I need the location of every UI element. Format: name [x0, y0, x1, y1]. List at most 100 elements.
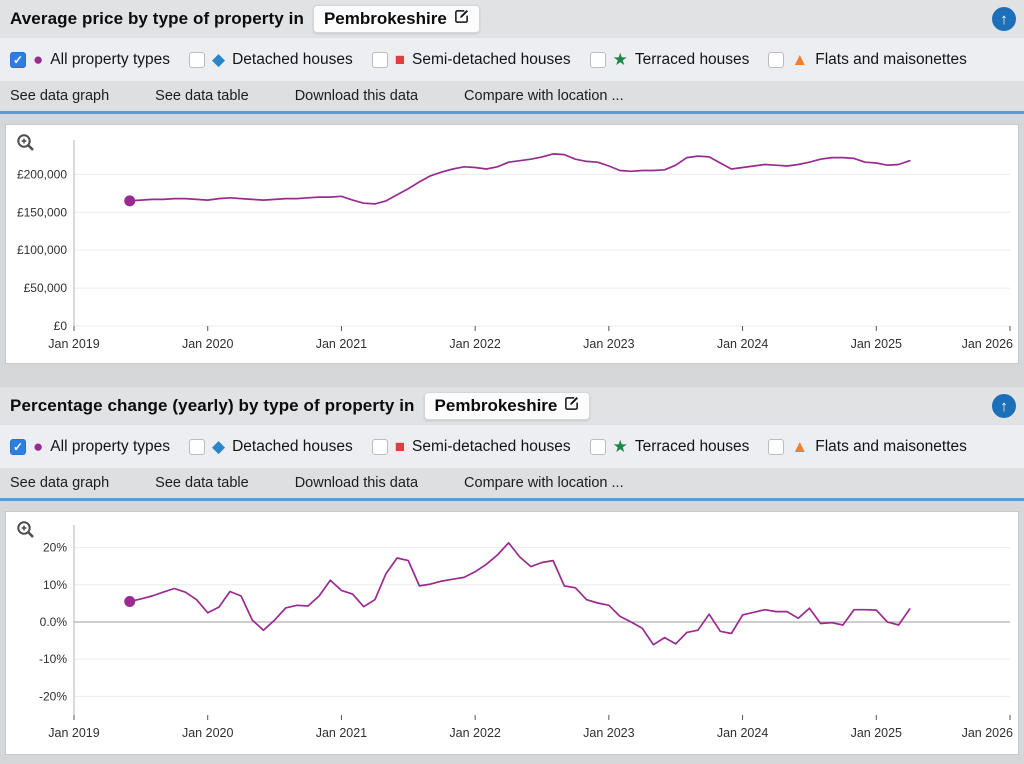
svg-text:Jan 2025: Jan 2025	[851, 337, 902, 351]
legend-label: Flats and maisonettes	[815, 50, 967, 68]
circle-marker-icon: ●	[33, 437, 44, 456]
svg-text:Jan 2024: Jan 2024	[717, 337, 768, 351]
svg-text:£150,000: £150,000	[17, 205, 67, 219]
svg-text:£200,000: £200,000	[17, 167, 67, 181]
tab-see-data-graph[interactable]: See data graph	[10, 88, 110, 104]
location-label: Pembrokeshire	[323, 9, 447, 28]
legend-label: Detached houses	[232, 437, 353, 455]
tab-see-data-table[interactable]: See data table	[155, 88, 249, 104]
tab-download-this-data[interactable]: Download this data	[294, 88, 419, 104]
checkbox-semi-detached[interactable]	[371, 438, 388, 455]
tab-see-data-graph[interactable]: See data graph	[10, 475, 110, 491]
legend-item-terraced: ★ Terraced houses	[589, 50, 750, 69]
location-label: Pembrokeshire	[434, 396, 558, 415]
up-arrow-icon: ↑	[1000, 397, 1008, 415]
svg-text:Jan 2021: Jan 2021	[316, 726, 367, 740]
legend-label: Terraced houses	[634, 50, 750, 68]
legend-label: All property types	[50, 50, 171, 68]
svg-text:Jan 2026: Jan 2026	[962, 337, 1013, 351]
svg-text:Jan 2024: Jan 2024	[717, 726, 768, 740]
star-marker-icon: ★	[612, 437, 628, 456]
tab-download-this-data[interactable]: Download this data	[294, 475, 419, 491]
legend-item-detached: ◆ Detached houses	[189, 438, 353, 456]
checkbox-detached[interactable]	[189, 51, 206, 68]
legend-item-semi-detached: ■ Semi-detached houses	[371, 50, 571, 69]
checkbox-flats[interactable]	[768, 51, 785, 68]
checkbox-detached[interactable]	[189, 438, 206, 455]
legend-item-terraced: ★ Terraced houses	[589, 437, 750, 456]
zoom-in-icon[interactable]	[16, 520, 36, 545]
panel-header: Percentage change (yearly) by type of pr…	[0, 387, 1024, 425]
average-price-chart-card: £200,000 £150,000 £100,000 £50,000 £0 Jan 201…	[5, 124, 1019, 364]
legend-label: Detached houses	[232, 50, 353, 68]
legend-item-flats: ▲ Flats and maisonettes	[768, 437, 967, 456]
svg-text:Jan 2023: Jan 2023	[583, 726, 634, 740]
svg-text:Jan 2020: Jan 2020	[182, 337, 233, 351]
legend-label: Semi-detached houses	[412, 50, 571, 68]
legend-item-flats: ▲ Flats and maisonettes	[768, 50, 967, 69]
legend-item-all-property-types: ✓ ● All property types	[10, 51, 170, 69]
circle-marker-icon: ●	[33, 50, 44, 69]
diamond-marker-icon: ◆	[212, 437, 226, 456]
location-button[interactable]: Pembrokeshire	[423, 392, 591, 420]
tab-compare-with-location[interactable]: Compare with location ...	[464, 88, 624, 104]
scroll-to-top-button[interactable]: ↑	[992, 394, 1016, 418]
square-marker-icon: ■	[394, 437, 406, 456]
legend-label: Flats and maisonettes	[815, 437, 967, 455]
tab-see-data-table[interactable]: See data table	[155, 475, 249, 491]
percentage-change-chart-card: 20% 10% 0.0% -10% -20% Jan 2019 Jan 2020 Jan 20…	[5, 511, 1019, 755]
checkbox-all-property-types[interactable]: ✓	[10, 51, 26, 68]
legend-label: Semi-detached houses	[412, 437, 571, 455]
tab-compare-with-location[interactable]: Compare with location ...	[464, 475, 624, 491]
percentage-change-panel: Percentage change (yearly) by type of pr…	[0, 387, 1024, 755]
checkbox-all-property-types[interactable]: ✓	[10, 438, 26, 455]
legend: ✓ ● All property types ◆ Detached houses…	[0, 38, 1024, 81]
legend-label: All property types	[50, 437, 171, 455]
star-marker-icon: ★	[612, 50, 628, 69]
page-title: Percentage change (yearly) by type of pr…	[10, 396, 415, 415]
panel-header: Average price by type of property in Pem…	[0, 0, 1024, 38]
legend: ✓ ● All property types ◆ Detached houses…	[0, 425, 1024, 468]
svg-text:10%: 10%	[43, 578, 67, 592]
scroll-to-top-button[interactable]: ↑	[992, 7, 1016, 31]
svg-text:Jan 2023: Jan 2023	[583, 337, 634, 351]
svg-text:-20%: -20%	[39, 689, 67, 703]
svg-text:Jan 2022: Jan 2022	[449, 337, 500, 351]
zoom-in-icon[interactable]	[16, 133, 36, 158]
up-arrow-icon: ↑	[1000, 10, 1008, 28]
triangle-marker-icon: ▲	[791, 437, 809, 456]
checkbox-flats[interactable]	[768, 438, 785, 455]
legend-label: Terraced houses	[634, 437, 750, 455]
edit-icon	[454, 9, 469, 29]
svg-text:£0: £0	[54, 319, 68, 333]
diamond-marker-icon: ◆	[212, 50, 226, 69]
legend-item-detached: ◆ Detached houses	[189, 51, 353, 69]
page-title: Average price by type of property in	[10, 9, 304, 28]
svg-text:£50,000: £50,000	[24, 281, 68, 295]
checkbox-terraced[interactable]	[589, 51, 606, 68]
svg-text:0.0%: 0.0%	[40, 615, 68, 629]
svg-text:Jan 2019: Jan 2019	[48, 726, 99, 740]
average-price-line-chart[interactable]: £200,000 £150,000 £100,000 £50,000 £0 Jan 201…	[6, 130, 1018, 358]
svg-text:Jan 2020: Jan 2020	[182, 726, 233, 740]
edit-icon	[564, 396, 579, 416]
svg-text:20%: 20%	[43, 541, 67, 555]
checkbox-terraced[interactable]	[589, 438, 606, 455]
square-marker-icon: ■	[394, 50, 406, 69]
legend-item-semi-detached: ■ Semi-detached houses	[371, 437, 571, 456]
percentage-change-line-chart[interactable]: 20% 10% 0.0% -10% -20% Jan 2019 Jan 2020 Jan 20…	[6, 517, 1018, 749]
svg-text:£100,000: £100,000	[17, 243, 67, 257]
svg-text:Jan 2019: Jan 2019	[48, 337, 99, 351]
location-button[interactable]: Pembrokeshire	[312, 5, 480, 33]
svg-text:-10%: -10%	[39, 652, 67, 666]
checkbox-semi-detached[interactable]	[371, 51, 388, 68]
triangle-marker-icon: ▲	[791, 50, 809, 69]
average-price-panel: Average price by type of property in Pem…	[0, 0, 1024, 364]
svg-text:Jan 2022: Jan 2022	[449, 726, 500, 740]
tab-bar: See data graph See data table Download t…	[0, 81, 1024, 114]
tab-bar: See data graph See data table Download t…	[0, 468, 1024, 501]
legend-item-all-property-types: ✓ ● All property types	[10, 438, 170, 456]
svg-text:Jan 2026: Jan 2026	[962, 726, 1013, 740]
svg-text:Jan 2021: Jan 2021	[316, 337, 367, 351]
svg-text:Jan 2025: Jan 2025	[851, 726, 902, 740]
